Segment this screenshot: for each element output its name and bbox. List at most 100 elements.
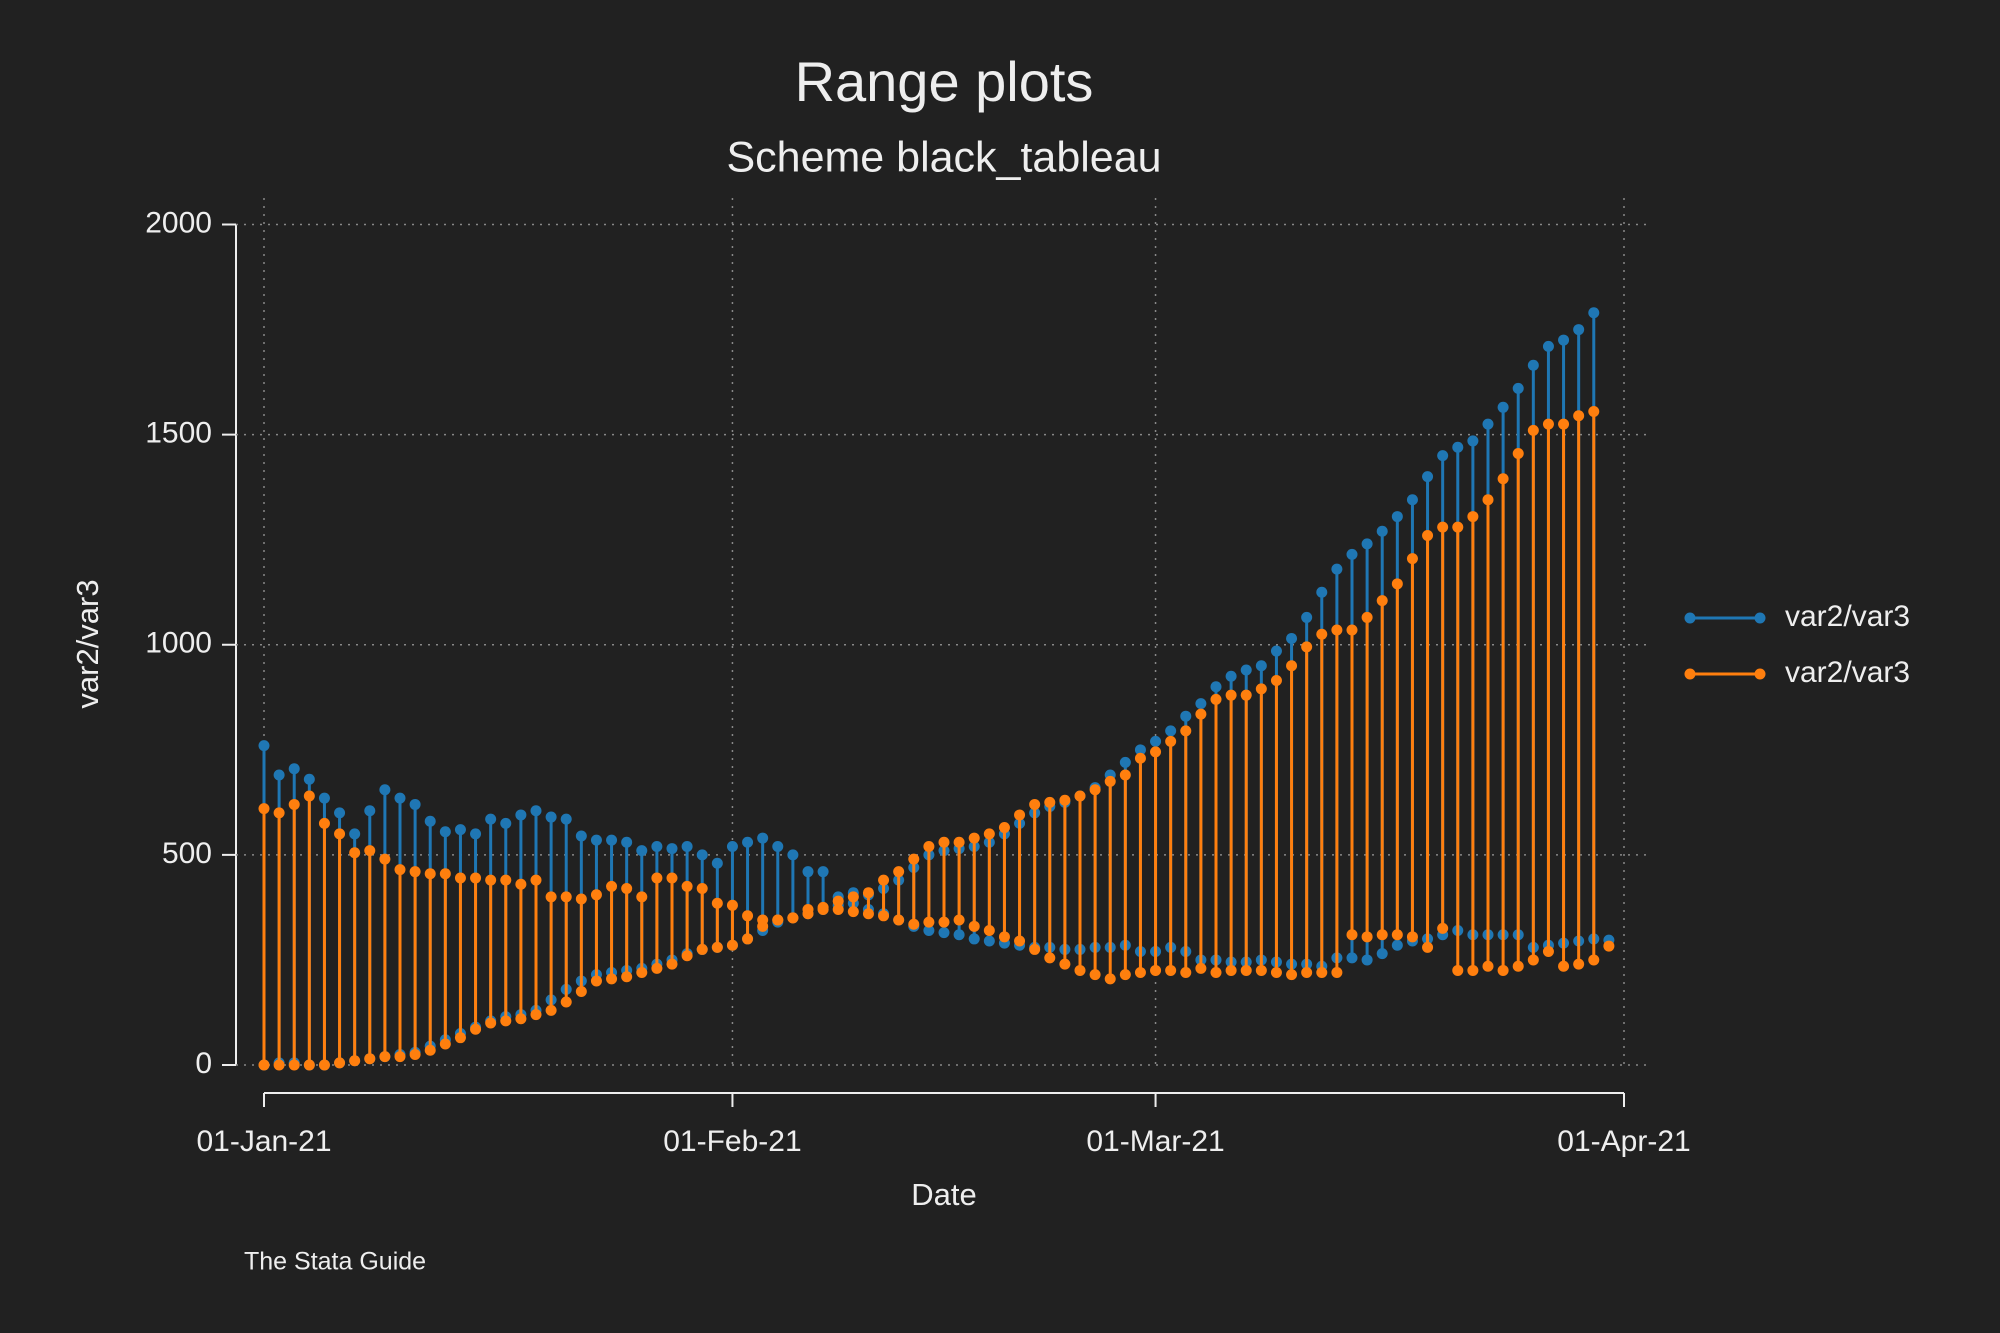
range-high-point [560,813,572,825]
range-low-point [696,943,708,955]
range-low-point [454,1032,466,1044]
range-high-point [1225,670,1237,682]
range-low-point [1044,952,1056,964]
range-low-point [1361,931,1373,943]
range-low-point [470,1023,482,1035]
y-tick-label: 0 [195,1047,212,1080]
range-low-point [515,1013,527,1025]
range-high-point [1482,418,1494,430]
range-low-point [1074,964,1086,976]
range-low-point [1089,969,1101,981]
range-high-point [394,864,406,876]
range-high-point [379,853,391,865]
range-high-point [802,904,814,916]
range-high-point [303,790,315,802]
range-high-point [1059,794,1071,806]
range-high-point [1210,681,1222,693]
range-low-point [968,920,980,932]
range-high-point [1497,401,1509,413]
range-high-point [938,836,950,848]
range-high-point [772,840,784,852]
range-high-point [983,828,995,840]
range-low-point [666,958,678,970]
range-high-point [1240,689,1252,701]
range-high-point [1542,418,1554,430]
range-high-point [288,798,300,810]
range-low-point [893,914,905,926]
x-tick-label: 01-Feb-21 [663,1125,801,1158]
range-low-point [1376,929,1388,941]
range-low-point [1014,935,1026,947]
range-high-point [681,880,693,892]
range-low-point [1452,964,1464,976]
range-high-point [1452,521,1464,533]
legend-swatch-point [1684,612,1696,624]
range-high-point [364,805,376,817]
range-high-point [500,817,512,829]
range-high-point [545,811,557,823]
range-high-point [1391,511,1403,523]
range-low-point [1527,954,1539,966]
range-high-point [1512,448,1524,460]
range-low-point [439,1038,451,1050]
range-low-point [878,910,890,922]
range-high-point [1331,563,1343,575]
range-low-point [1346,952,1358,964]
y-tick-label: 1000 [145,627,212,660]
range-high-point [1422,471,1434,483]
range-low-point [273,1059,285,1071]
range-high-point [742,836,754,848]
range-high-point [1573,324,1585,336]
range-high-point [923,840,935,852]
range-high-point [515,809,527,821]
range-low-point [908,918,920,930]
range-high-point [681,840,693,852]
range-high-point [470,872,482,884]
range-low-point [953,929,965,941]
range-low-point [847,906,859,918]
range-low-point [590,975,602,987]
range-low-point [1422,941,1434,953]
range-low-point [832,904,844,916]
range-low-point [1361,954,1373,966]
range-low-point [1165,964,1177,976]
range-high-point [651,872,663,884]
range-low-point [983,925,995,937]
range-low-point [953,914,965,926]
range-high-point [1361,538,1373,550]
range-low-point [938,927,950,939]
range-low-point [938,916,950,928]
range-low-point [303,1059,315,1071]
range-high-point [1331,624,1343,636]
range-low-point [1573,958,1585,970]
range-high-point [470,828,482,840]
range-high-point [968,832,980,844]
range-low-point [1119,969,1131,981]
range-high-point [334,807,346,819]
range-high-point [364,845,376,857]
range-high-point [711,857,723,869]
range-high-point [454,872,466,884]
range-high-point [439,868,451,880]
y-tick-label: 2000 [145,206,212,239]
range-low-point [636,967,648,979]
range-high-point [666,843,678,855]
range-high-point [590,834,602,846]
range-high-point [424,815,436,827]
range-low-point [1150,964,1162,976]
range-low-point [1376,948,1388,960]
range-high-point [1286,632,1298,644]
range-high-point [530,805,542,817]
range-high-point [1255,660,1267,672]
range-high-point [1014,809,1026,821]
range-high-point [1422,529,1434,541]
range-high-point [1346,624,1358,636]
range-high-point [1225,689,1237,701]
range-high-point [1558,334,1570,346]
range-low-point [1286,969,1298,981]
range-low-point [394,1051,406,1063]
range-low-point [651,962,663,974]
range-high-point [1270,645,1282,657]
x-tick-label: 01-Jan-21 [196,1125,331,1158]
